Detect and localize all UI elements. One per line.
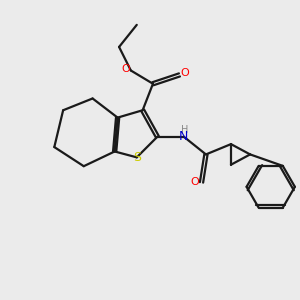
Text: O: O — [180, 68, 189, 78]
Text: O: O — [121, 64, 130, 74]
Text: H: H — [181, 125, 188, 135]
Text: N: N — [179, 130, 188, 143]
Text: S: S — [133, 151, 141, 164]
Text: O: O — [191, 177, 200, 188]
